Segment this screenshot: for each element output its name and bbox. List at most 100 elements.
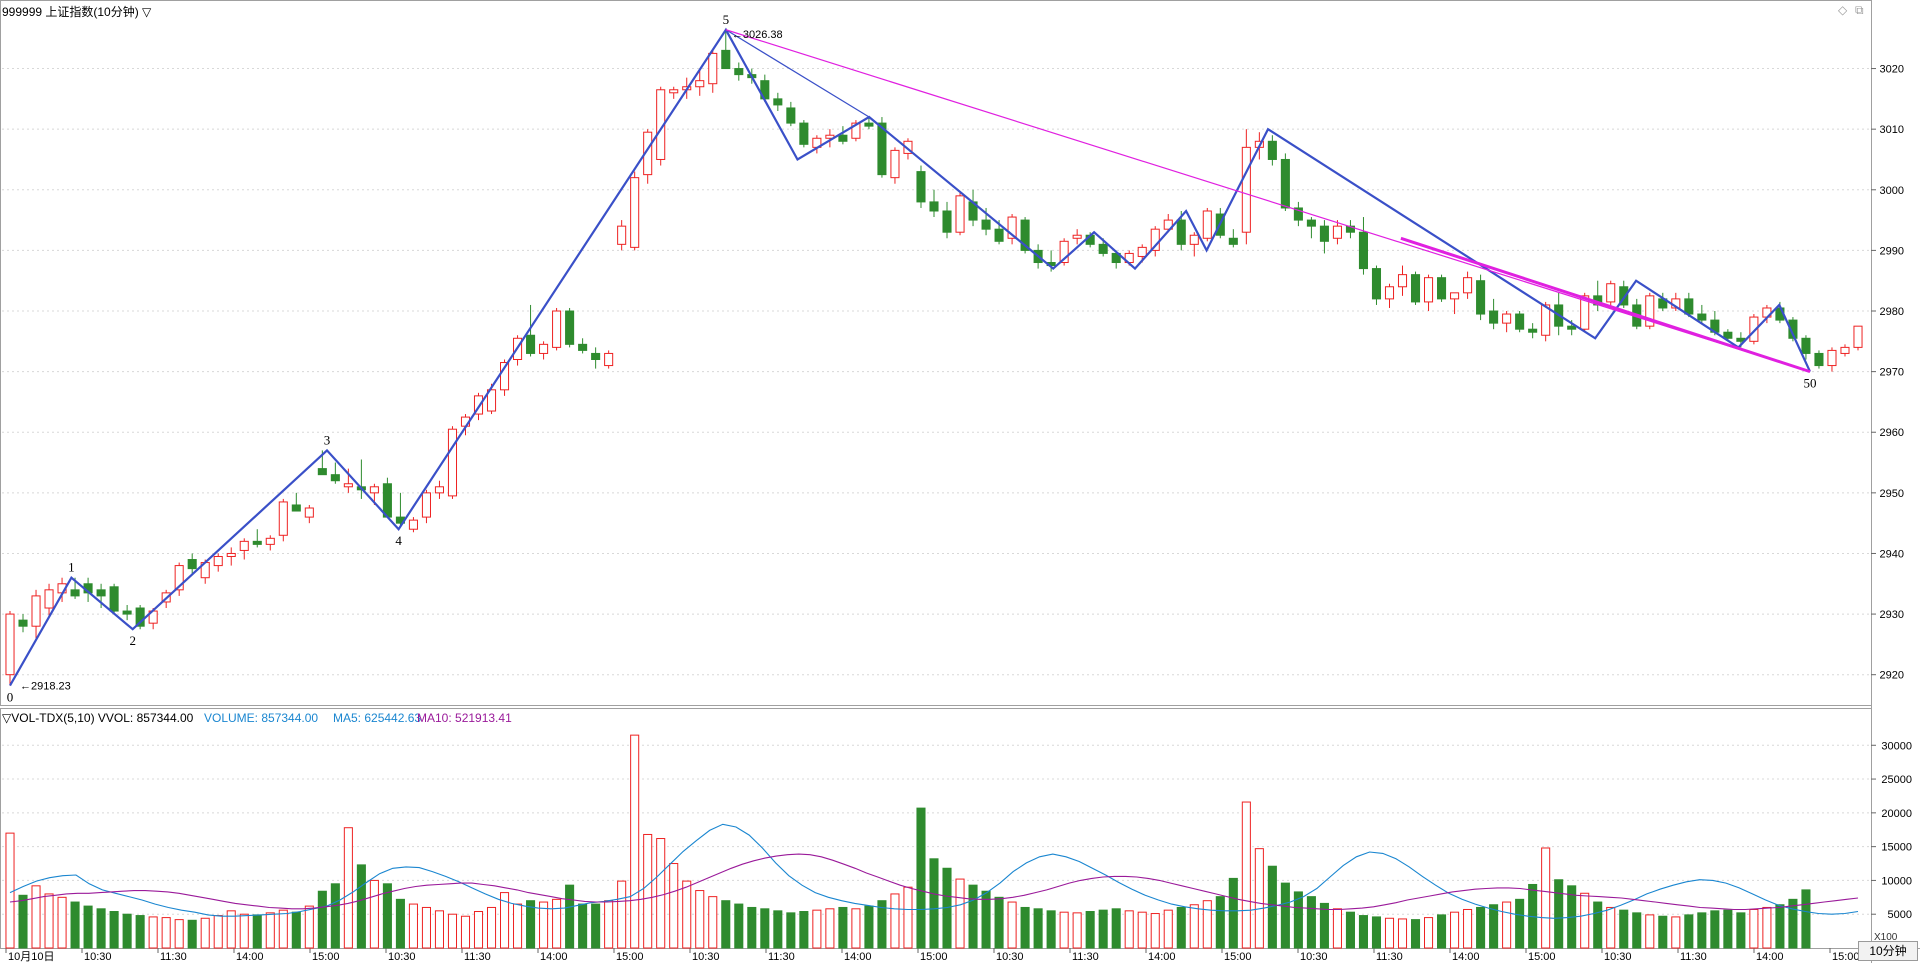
volume-bar: [1503, 902, 1511, 948]
wave-line: [10, 30, 1810, 686]
volume-bar: [396, 899, 404, 948]
vol-ma10-value: MA10: 521913.41: [417, 711, 512, 725]
candle-body: [97, 590, 105, 596]
candle-body: [839, 135, 847, 141]
volume-bar: [1542, 848, 1550, 948]
time-label-19: 14:00: [1452, 951, 1480, 963]
candle-body: [1802, 338, 1810, 353]
candle-body: [1411, 275, 1419, 302]
candle-body: [943, 211, 951, 232]
candle-body: [19, 620, 27, 626]
time-label-3: 14:00: [236, 951, 264, 963]
volume-bar: [1047, 911, 1055, 948]
price-tick-label-7: 2950: [1880, 488, 1904, 500]
candle-body: [1516, 314, 1524, 329]
time-label-17: 10:30: [1300, 951, 1328, 963]
volume-bar: [45, 894, 53, 948]
time-label-11: 14:00: [844, 951, 872, 963]
volume-bar: [435, 911, 443, 948]
volume-bar: [370, 880, 378, 948]
price-tick-label-4: 2980: [1880, 306, 1904, 318]
volume-bar: [735, 904, 743, 948]
time-label-22: 11:30: [1680, 951, 1707, 963]
volume-bar: [1711, 911, 1719, 948]
candle-body: [110, 587, 118, 611]
time-label-6: 11:30: [464, 951, 491, 963]
trend-line-upper: [726, 30, 1810, 372]
candle-body: [527, 335, 535, 353]
trend-line-lower: [1401, 238, 1810, 371]
candle-body: [579, 344, 587, 350]
diamond-icon[interactable]: ◇: [1838, 3, 1847, 17]
chart-title[interactable]: 999999 上证指数(10分钟) ▽: [2, 3, 151, 20]
volume-bar: [904, 887, 912, 948]
restore-window-icon[interactable]: ⧉: [1855, 3, 1864, 18]
volume-bar: [826, 909, 834, 948]
volume-bar: [839, 907, 847, 948]
volume-bar: [722, 901, 730, 948]
volume-bar: [1164, 910, 1172, 948]
volume-bar: [19, 895, 27, 948]
wave-number-2: 2: [129, 633, 136, 648]
high-price-label: ←3026.38: [732, 29, 783, 41]
candle-body: [266, 538, 274, 544]
volume-bar: [1255, 849, 1263, 948]
candle-body: [331, 475, 339, 481]
volume-bar: [709, 897, 717, 948]
volume-bar: [800, 912, 808, 948]
volume-bar: [1698, 913, 1706, 948]
volume-bar: [592, 904, 600, 948]
candle-body: [1568, 326, 1576, 329]
volume-bar: [1776, 905, 1784, 948]
candle-body: [6, 614, 14, 675]
candle-body: [448, 429, 456, 496]
volume-bar: [1216, 897, 1224, 948]
candle-body: [774, 99, 782, 105]
volume-bar: [1763, 907, 1771, 948]
candle-body: [318, 469, 326, 475]
volume-bar: [1073, 913, 1081, 948]
volume-bar: [787, 913, 795, 948]
vol-tick-label-4: 10000: [1881, 875, 1912, 887]
candle-body: [1425, 278, 1433, 302]
time-label-20: 15:00: [1528, 951, 1556, 963]
price-tick-label-2: 3000: [1880, 185, 1904, 197]
volume-bar: [1607, 907, 1615, 948]
volume-bar: [748, 907, 756, 948]
period-selector-button[interactable]: 10分钟: [1858, 941, 1918, 961]
volume-bar: [1438, 915, 1446, 948]
candle-body: [1073, 235, 1081, 238]
volume-bar: [644, 834, 652, 948]
volume-bar: [214, 916, 222, 948]
volume-bar: [1307, 897, 1315, 948]
candle-body: [279, 502, 287, 535]
candle-body: [1242, 147, 1250, 232]
volume-bar: [201, 918, 209, 948]
candle-body: [1529, 329, 1537, 332]
candle-body: [1372, 269, 1380, 299]
volume-bar: [917, 808, 925, 948]
candle-body: [344, 484, 352, 487]
volume-bar: [448, 914, 456, 948]
time-label-7: 14:00: [540, 951, 568, 963]
candle-body: [1229, 238, 1237, 244]
candle-body: [1477, 281, 1485, 314]
vol-indicator-label[interactable]: ▽VOL-TDX(5,10) VVOL: 857344.00: [2, 711, 193, 725]
candle-body: [1607, 284, 1615, 302]
candle-body: [631, 178, 639, 248]
candle-body: [1138, 247, 1146, 256]
volume-bar: [71, 902, 79, 948]
volume-bar: [579, 904, 587, 948]
candle-body: [1333, 226, 1341, 238]
wave-number-5: 5: [723, 12, 730, 27]
volume-bar: [1516, 899, 1524, 948]
volume-bar: [474, 912, 482, 948]
volume-bar: [1659, 916, 1667, 948]
volume-bar: [930, 859, 938, 948]
volume-bar: [1242, 802, 1250, 948]
candle-body: [422, 493, 430, 517]
candle-body: [540, 344, 548, 353]
volume-bar: [149, 917, 157, 948]
